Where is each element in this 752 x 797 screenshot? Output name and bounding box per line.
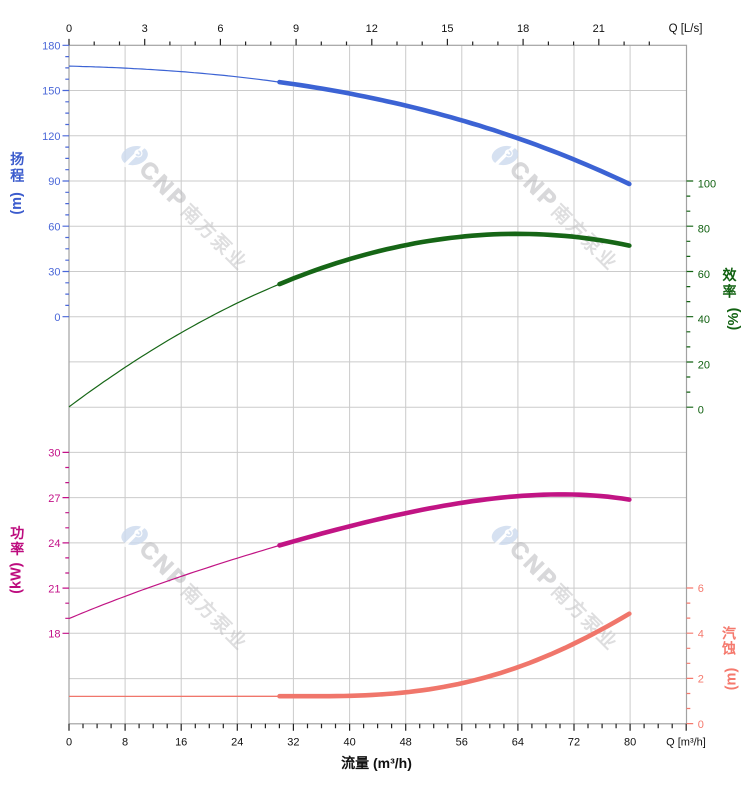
svg-text:21: 21 [593,23,605,35]
svg-text:80: 80 [698,224,710,236]
svg-text:程: 程 [10,167,24,183]
svg-text:蚀: 蚀 [721,640,736,656]
svg-text:功: 功 [10,525,24,541]
svg-text:100: 100 [698,178,716,190]
svg-text:扬: 扬 [10,151,24,167]
svg-text:0: 0 [698,405,704,417]
svg-text:(m): (m) [9,192,25,215]
svg-text:48: 48 [400,737,412,749]
svg-text:4: 4 [698,628,704,640]
svg-text:6: 6 [217,23,223,35]
svg-text:(kW): (kW) [8,562,24,594]
svg-text:流量 (m³/h): 流量 (m³/h) [341,755,412,771]
svg-text:64: 64 [512,737,524,749]
svg-text:率: 率 [10,541,24,557]
svg-text:120: 120 [42,131,60,143]
svg-text:6: 6 [698,583,704,595]
svg-text:(%): (%) [726,308,742,331]
svg-text:Q [L/s]: Q [L/s] [669,23,703,35]
svg-text:0: 0 [66,737,72,749]
svg-text:30: 30 [48,448,60,460]
svg-text:Q [m³/h]: Q [m³/h] [666,737,706,749]
svg-text:150: 150 [42,86,60,98]
svg-text:24: 24 [48,538,60,550]
svg-text:56: 56 [456,737,468,749]
svg-text:2: 2 [698,674,704,686]
svg-text:90: 90 [48,176,60,188]
svg-text:21: 21 [48,583,60,595]
svg-text:8: 8 [122,737,128,749]
svg-text:18: 18 [48,629,60,641]
svg-text:18: 18 [517,23,529,35]
svg-text:3: 3 [142,23,148,35]
svg-text:0: 0 [54,312,60,324]
svg-text:30: 30 [48,267,60,279]
svg-text:0: 0 [698,719,704,731]
svg-text:20: 20 [698,359,710,371]
svg-text:12: 12 [366,23,378,35]
svg-text:27: 27 [48,493,60,505]
svg-text:率: 率 [723,283,737,299]
svg-text:15: 15 [441,23,453,35]
svg-text:效: 效 [723,267,738,283]
svg-text:9: 9 [293,23,299,35]
svg-text:60: 60 [48,221,60,233]
svg-text:汽: 汽 [722,625,736,641]
svg-text:40: 40 [343,737,355,749]
svg-text:32: 32 [287,737,299,749]
svg-text:72: 72 [568,737,580,749]
svg-text:16: 16 [175,737,187,749]
svg-text:24: 24 [231,737,243,749]
svg-text:(m): (m) [724,668,740,691]
svg-text:60: 60 [698,269,710,281]
svg-text:0: 0 [66,23,72,35]
svg-text:40: 40 [698,314,710,326]
svg-text:180: 180 [42,41,60,53]
svg-text:80: 80 [624,737,636,749]
